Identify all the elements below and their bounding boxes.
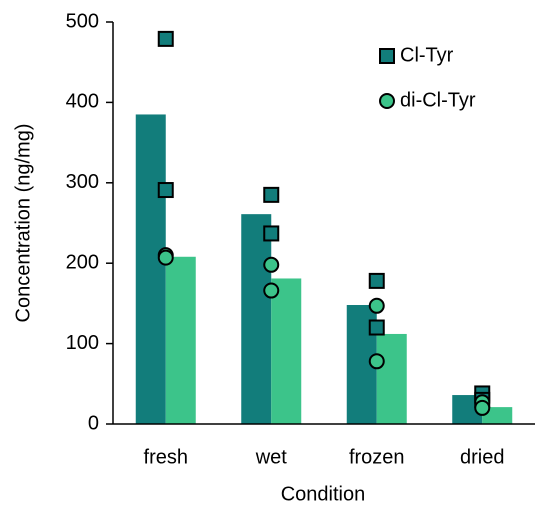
y-axis-title: Concentration (ng/mg) <box>12 124 34 323</box>
y-tick-label: 200 <box>66 251 99 273</box>
data-point <box>157 30 174 47</box>
y-tick-label: 400 <box>66 91 99 113</box>
x-axis-title: Condition <box>281 483 366 505</box>
data-point <box>368 297 385 314</box>
data-point <box>263 225 280 242</box>
data-point <box>263 186 280 203</box>
data-point <box>368 353 385 370</box>
data-point <box>474 399 491 416</box>
y-tick-label: 100 <box>66 332 99 354</box>
data-point <box>263 282 280 299</box>
data-point <box>157 182 174 199</box>
bar <box>482 407 513 424</box>
x-tick-label: dried <box>460 446 504 468</box>
data-point <box>157 249 174 266</box>
bar <box>165 256 196 424</box>
y-tick-label: 0 <box>88 412 99 434</box>
x-tick-label: frozen <box>349 446 405 468</box>
bar <box>241 214 272 424</box>
bar <box>376 333 407 424</box>
data-point <box>263 256 280 273</box>
data-point <box>368 319 385 336</box>
legend-label: di-Cl-Tyr <box>400 89 476 111</box>
data-point <box>368 272 385 289</box>
y-tick-label: 300 <box>66 171 99 193</box>
legend-marker <box>379 48 395 64</box>
x-tick-label: wet <box>255 446 288 468</box>
y-tick-label: 500 <box>66 10 99 32</box>
legend-label: Cl-Tyr <box>400 44 454 66</box>
legend-marker <box>379 93 395 109</box>
x-tick-label: fresh <box>144 446 188 468</box>
bar <box>135 114 166 425</box>
bar <box>271 278 302 424</box>
